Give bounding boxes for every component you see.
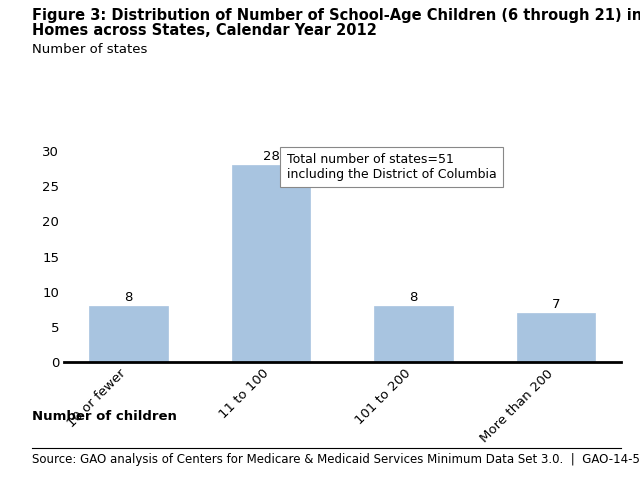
Text: Number of states: Number of states bbox=[32, 43, 147, 56]
Bar bbox=[374, 306, 453, 362]
Text: 8: 8 bbox=[410, 291, 418, 304]
Text: Number of children: Number of children bbox=[32, 410, 177, 423]
Bar bbox=[517, 313, 595, 362]
Bar bbox=[90, 306, 168, 362]
Text: Total number of states=51
including the District of Columbia: Total number of states=51 including the … bbox=[287, 153, 497, 181]
Text: Homes across States, Calendar Year 2012: Homes across States, Calendar Year 2012 bbox=[32, 23, 377, 38]
Text: 7: 7 bbox=[552, 298, 561, 311]
Text: 28: 28 bbox=[262, 150, 280, 163]
Bar bbox=[232, 165, 310, 362]
Text: Figure 3: Distribution of Number of School-Age Children (6 through 21) in Nursin: Figure 3: Distribution of Number of Scho… bbox=[32, 8, 640, 23]
Text: 8: 8 bbox=[124, 291, 132, 304]
Text: Source: GAO analysis of Centers for Medicare & Medicaid Services Minimum Data Se: Source: GAO analysis of Centers for Medi… bbox=[32, 453, 640, 466]
